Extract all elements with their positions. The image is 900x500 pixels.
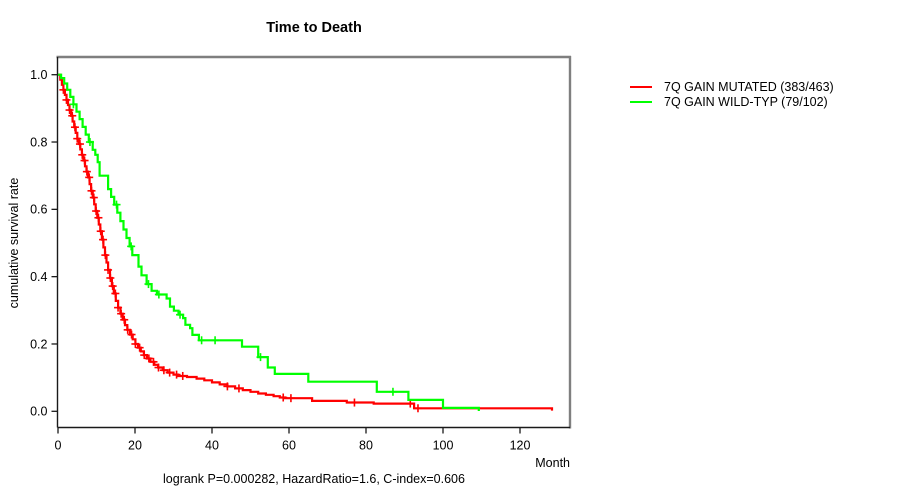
y-tick-label: 0.4: [30, 270, 47, 284]
legend: 7Q GAIN MUTATED (383/463) 7Q GAIN WILD-TY…: [630, 79, 834, 109]
x-tick-label: 40: [205, 439, 219, 453]
survival-curve-wild-typ: [58, 73, 480, 411]
x-tick-label: 60: [282, 439, 296, 453]
legend-line-swatch: [630, 85, 652, 88]
survival-curve-mutated: [58, 73, 554, 411]
y-tick-label: 0.8: [30, 135, 47, 149]
y-axis-label: cumulative survival rate: [7, 177, 21, 309]
y-tick-label: 0.0: [30, 405, 47, 419]
x-tick-label: 120: [510, 439, 531, 453]
legend-item-label: 7Q GAIN MUTATED (383/463): [664, 79, 834, 94]
x-tick-label: 100: [433, 439, 454, 453]
x-axis-label: Month: [535, 456, 570, 470]
legend-item-label: 7Q GAIN WILD-TYP (79/102): [664, 94, 828, 109]
legend-line-swatch: [630, 100, 652, 103]
y-tick-label: 0.6: [30, 203, 47, 217]
x-tick-label: 20: [128, 439, 142, 453]
legend-item: 7Q GAIN MUTATED (383/463): [630, 79, 834, 94]
y-tick-label: 0.2: [30, 337, 47, 351]
chart-title: Time to Death: [266, 20, 362, 36]
legend-item: 7Q GAIN WILD-TYP (79/102): [630, 94, 834, 109]
x-tick-label: 80: [359, 439, 373, 453]
x-tick-label: 0: [55, 439, 62, 453]
statistics-annotation: logrank P=0.000282, HazardRatio=1.6, C-i…: [163, 472, 465, 486]
y-tick-label: 1.0: [30, 68, 47, 82]
